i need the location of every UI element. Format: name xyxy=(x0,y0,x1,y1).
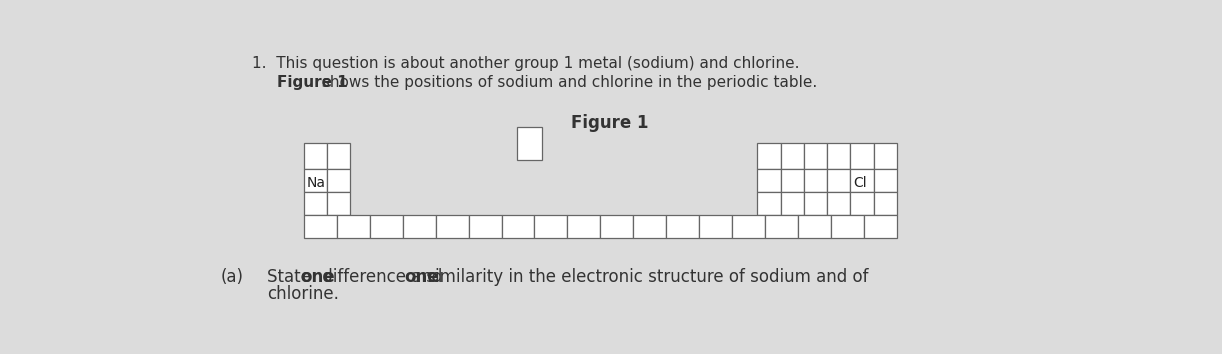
Text: difference and: difference and xyxy=(316,268,447,286)
Bar xyxy=(827,169,851,192)
Bar xyxy=(851,169,874,192)
Bar xyxy=(798,215,831,238)
Bar xyxy=(327,192,351,215)
Text: Na: Na xyxy=(307,176,326,190)
Bar xyxy=(781,192,804,215)
Bar xyxy=(304,192,327,215)
Bar xyxy=(403,215,435,238)
Bar xyxy=(370,215,403,238)
Bar xyxy=(804,192,827,215)
Bar xyxy=(304,169,327,192)
Bar xyxy=(765,215,798,238)
Bar xyxy=(781,143,804,169)
Bar xyxy=(874,192,897,215)
Bar xyxy=(831,215,864,238)
Bar xyxy=(804,169,827,192)
Bar xyxy=(804,143,827,169)
Bar xyxy=(732,215,765,238)
Text: Figure 1: Figure 1 xyxy=(571,114,649,132)
Bar xyxy=(534,215,567,238)
Text: Cl: Cl xyxy=(853,176,866,190)
Bar xyxy=(337,215,370,238)
Text: one: one xyxy=(404,268,439,286)
Text: shows the positions of sodium and chlorine in the periodic table.: shows the positions of sodium and chlori… xyxy=(316,75,818,90)
Bar xyxy=(501,215,534,238)
Bar xyxy=(758,143,781,169)
Text: (a): (a) xyxy=(221,268,244,286)
Bar xyxy=(864,215,897,238)
Bar xyxy=(600,215,633,238)
Bar xyxy=(517,127,541,160)
Text: State: State xyxy=(268,268,316,286)
Bar xyxy=(633,215,666,238)
Bar xyxy=(851,143,874,169)
Text: one: one xyxy=(299,268,335,286)
Bar xyxy=(468,215,501,238)
Bar xyxy=(699,215,732,238)
Text: chlorine.: chlorine. xyxy=(268,285,340,303)
Bar xyxy=(666,215,699,238)
Bar xyxy=(758,192,781,215)
Bar xyxy=(304,215,337,238)
Bar xyxy=(758,169,781,192)
Bar xyxy=(827,192,851,215)
Bar xyxy=(874,169,897,192)
Text: Figure 1: Figure 1 xyxy=(276,75,347,90)
Bar xyxy=(781,169,804,192)
Text: similarity in the electronic structure of sodium and of: similarity in the electronic structure o… xyxy=(420,268,869,286)
Bar xyxy=(327,143,351,169)
Bar xyxy=(567,215,600,238)
Bar xyxy=(851,192,874,215)
Bar xyxy=(827,143,851,169)
Bar xyxy=(327,169,351,192)
Text: 1.  This question is about another group 1 metal (sodium) and chlorine.: 1. This question is about another group … xyxy=(252,56,799,72)
Bar xyxy=(304,143,327,169)
Bar xyxy=(435,215,468,238)
Bar xyxy=(874,143,897,169)
